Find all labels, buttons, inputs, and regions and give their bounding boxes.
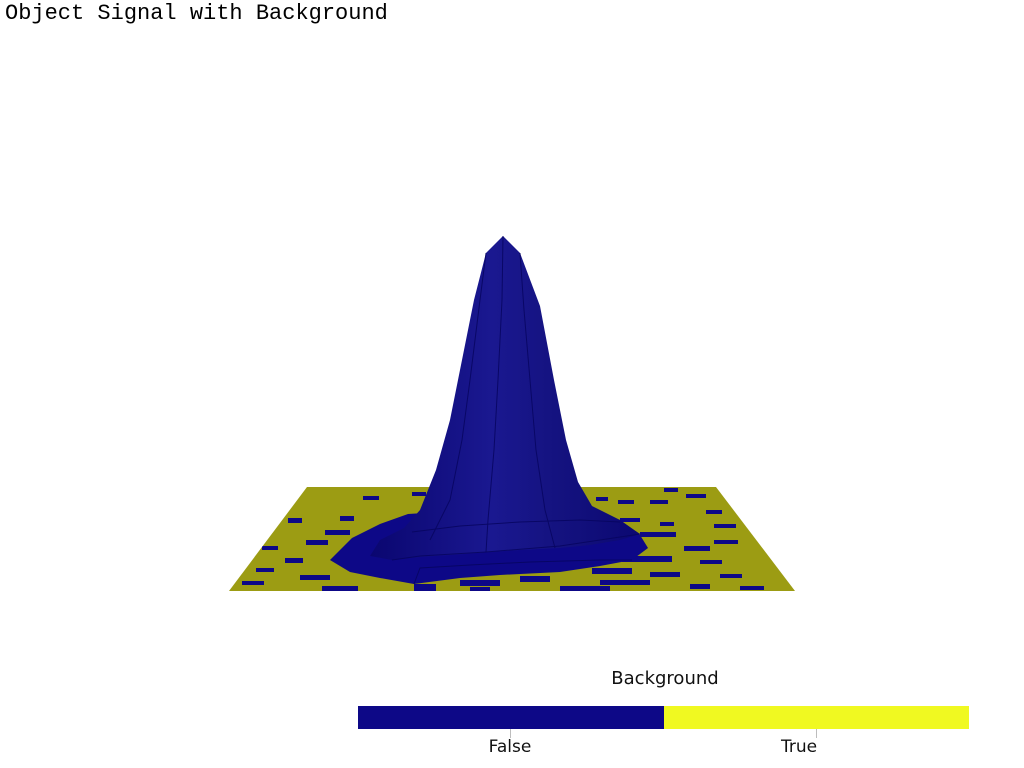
- colorbar-label-false: False: [488, 737, 532, 757]
- colorbar-title: Background: [611, 668, 719, 689]
- colorbar-segment-true: [663, 706, 969, 729]
- plot-title: Object Signal with Background: [5, 1, 388, 26]
- signal-patches: [242, 488, 764, 591]
- colorbar-tick-true: [816, 729, 817, 738]
- colorbar-tick-false: [510, 729, 511, 738]
- colorbar: [358, 706, 969, 729]
- colorbar-segment-false: [358, 706, 664, 729]
- colorbar-label-true: True: [780, 737, 818, 757]
- signal-peak: [370, 236, 640, 560]
- surface-facets: [391, 235, 641, 585]
